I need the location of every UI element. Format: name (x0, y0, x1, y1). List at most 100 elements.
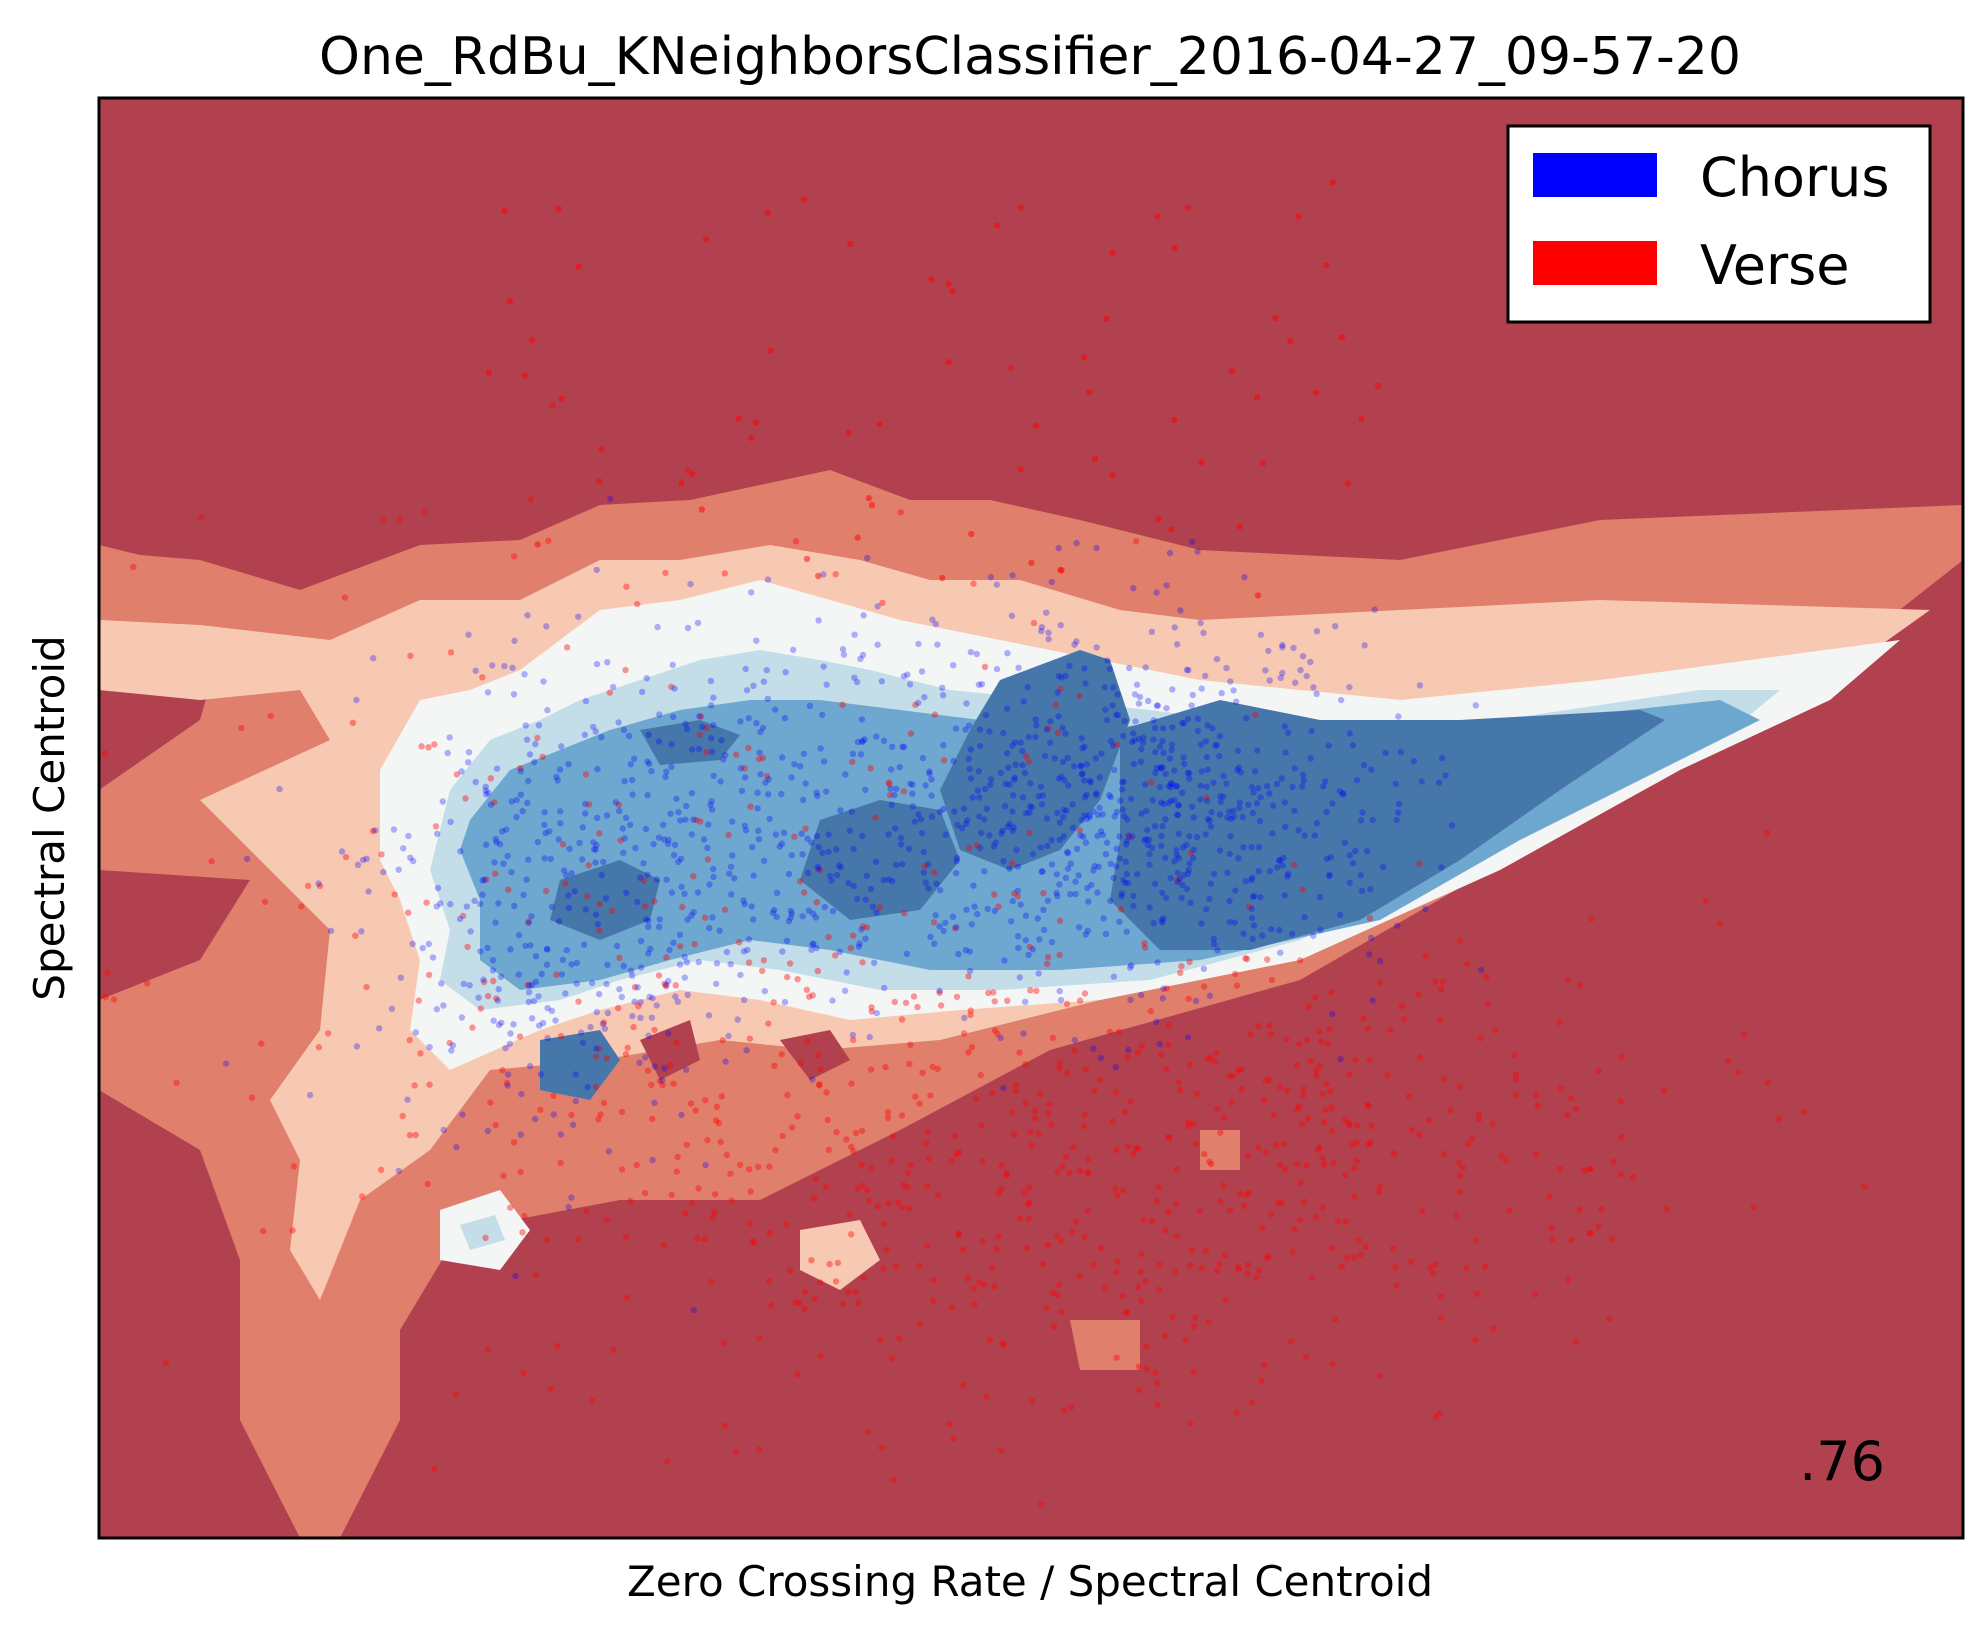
verse-point (816, 866, 824, 874)
chorus-point (456, 915, 464, 923)
chorus-point (437, 900, 444, 907)
verse-point (1316, 1144, 1323, 1151)
chorus-point (1079, 745, 1086, 752)
verse-point (1316, 1028, 1323, 1035)
surface-band (800, 800, 960, 920)
chorus-point (1257, 794, 1264, 801)
chorus-point (1179, 789, 1186, 796)
verse-point (832, 571, 839, 578)
chorus-point (921, 694, 928, 701)
chorus-point (1392, 780, 1400, 787)
verse-point (603, 1217, 611, 1224)
verse-point (907, 1161, 915, 1169)
chorus-point (1341, 839, 1349, 846)
chorus-point (1127, 964, 1134, 971)
chorus-point (1367, 934, 1375, 942)
chorus-point (1352, 847, 1359, 855)
chorus-point (745, 936, 753, 943)
chorus-point (648, 1014, 656, 1021)
verse-point (965, 973, 972, 980)
verse-point (889, 1133, 897, 1140)
verse-point (1281, 1166, 1289, 1173)
verse-point (1052, 701, 1059, 708)
verse-point (1764, 1079, 1771, 1087)
chorus-point (1159, 764, 1167, 771)
verse-point (1130, 1150, 1137, 1158)
chorus-point (952, 725, 960, 732)
verse-point (1376, 979, 1384, 986)
chorus-point (1262, 667, 1269, 674)
verse-point (808, 1257, 815, 1264)
verse-point (324, 1030, 332, 1037)
verse-point (867, 1066, 875, 1073)
chorus-point (1197, 619, 1204, 627)
chorus-point (779, 948, 786, 955)
chorus-point (817, 745, 824, 752)
chorus-point (1122, 841, 1130, 848)
verse-point (891, 1476, 898, 1484)
chorus-point (983, 805, 990, 813)
verse-point (1211, 1058, 1219, 1066)
chorus-point (1361, 642, 1368, 649)
chorus-point (558, 743, 565, 750)
chorus-point (1016, 974, 1023, 981)
chorus-point (453, 1143, 460, 1151)
verse-point (1364, 1025, 1371, 1032)
chorus-point (1204, 766, 1211, 773)
chorus-point (888, 766, 895, 773)
chorus-point (1143, 836, 1150, 843)
chorus-point (953, 924, 960, 931)
verse-point (651, 898, 658, 905)
verse-point (811, 1295, 818, 1303)
verse-point (1617, 1097, 1625, 1105)
chorus-point (909, 790, 916, 797)
chorus-point (873, 1009, 880, 1017)
verse-point (883, 1246, 890, 1254)
verse-point (1267, 1031, 1275, 1038)
chorus-point (499, 828, 506, 835)
verse-point (704, 856, 711, 863)
chorus-point (1279, 862, 1286, 869)
chorus-point (727, 961, 734, 968)
chorus-point (1259, 932, 1266, 939)
verse-point (490, 977, 497, 985)
chorus-point (1113, 845, 1121, 852)
chorus-point (1012, 761, 1019, 768)
chorus-point (1180, 754, 1187, 761)
verse-point (1343, 1254, 1351, 1262)
verse-point (520, 1369, 527, 1377)
chorus-point (1004, 823, 1011, 830)
chorus-point (425, 940, 432, 948)
verse-point (673, 1168, 680, 1175)
chorus-point (541, 821, 548, 829)
chorus-point (395, 866, 402, 873)
chorus-point (482, 841, 490, 848)
verse-point (763, 773, 771, 780)
verse-point (792, 1299, 799, 1306)
chorus-point (1187, 899, 1194, 906)
verse-point (1364, 1141, 1371, 1148)
verse-point (906, 1060, 913, 1068)
chorus-point (819, 849, 826, 857)
verse-point (1054, 1292, 1061, 1299)
verse-point (1393, 1282, 1400, 1289)
chorus-point (481, 876, 488, 884)
chorus-point (642, 916, 650, 923)
chorus-point (708, 748, 716, 755)
chorus-point (978, 681, 986, 688)
chorus-point (1174, 869, 1181, 877)
verse-point (481, 978, 488, 986)
chorus-point (571, 888, 578, 895)
chorus-point (1101, 684, 1109, 691)
verse-point (876, 420, 883, 428)
chorus-point (1326, 873, 1333, 880)
chorus-point (1143, 807, 1150, 815)
chorus-point (1284, 729, 1292, 736)
verse-point (949, 288, 956, 295)
chorus-point (489, 662, 496, 669)
chorus-point (849, 1031, 857, 1039)
verse-point (991, 891, 998, 898)
chorus-point (710, 873, 717, 881)
chorus-point (1117, 797, 1124, 804)
chorus-point (565, 892, 572, 899)
